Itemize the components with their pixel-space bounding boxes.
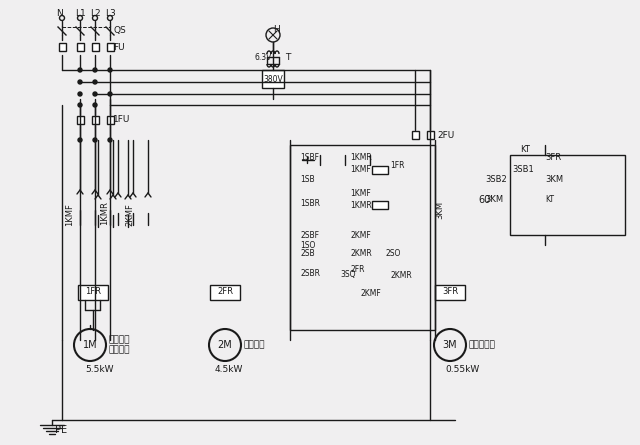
Circle shape bbox=[93, 138, 97, 142]
Text: 1SBF: 1SBF bbox=[300, 153, 319, 162]
Bar bbox=[59, 43, 66, 51]
Text: 3FR: 3FR bbox=[442, 287, 458, 296]
Text: 380V: 380V bbox=[263, 74, 283, 84]
Text: 1M: 1M bbox=[83, 340, 97, 350]
Text: KT: KT bbox=[520, 146, 530, 154]
Text: 反转倒料: 反转倒料 bbox=[108, 345, 129, 355]
Text: L2: L2 bbox=[90, 8, 100, 17]
Bar bbox=[77, 116, 84, 124]
Text: PE: PE bbox=[55, 425, 67, 435]
Text: QS: QS bbox=[113, 25, 125, 35]
Text: 2SBF: 2SBF bbox=[300, 231, 319, 239]
Bar bbox=[107, 43, 114, 51]
Circle shape bbox=[93, 68, 97, 72]
Bar bbox=[262, 70, 284, 88]
Text: 正转搅拌: 正转搅拌 bbox=[108, 336, 129, 344]
Text: 3M: 3M bbox=[443, 340, 458, 350]
Text: 2M: 2M bbox=[218, 340, 232, 350]
Text: 2SBR: 2SBR bbox=[300, 268, 320, 278]
Text: 4.5kW: 4.5kW bbox=[215, 365, 243, 375]
Text: 1KMF: 1KMF bbox=[350, 189, 371, 198]
Bar bbox=[372, 166, 388, 174]
Text: L1: L1 bbox=[75, 8, 85, 17]
Text: 进料升降: 进料升降 bbox=[243, 340, 264, 349]
Bar bbox=[412, 131, 419, 139]
Bar bbox=[210, 285, 240, 300]
Circle shape bbox=[108, 92, 112, 96]
Text: 1FR: 1FR bbox=[390, 161, 404, 170]
Text: 1FU: 1FU bbox=[113, 116, 131, 125]
Text: 1KMF: 1KMF bbox=[350, 166, 371, 174]
Text: 60': 60' bbox=[478, 195, 493, 205]
Text: L3: L3 bbox=[104, 8, 115, 17]
Text: 1SBR: 1SBR bbox=[300, 198, 320, 207]
Text: N: N bbox=[56, 8, 62, 17]
Circle shape bbox=[108, 138, 112, 142]
Text: 3KM: 3KM bbox=[485, 195, 503, 205]
Text: 3SQ: 3SQ bbox=[340, 271, 355, 279]
Text: 3KM: 3KM bbox=[435, 201, 444, 219]
Circle shape bbox=[78, 80, 82, 84]
Text: 2SO: 2SO bbox=[385, 248, 401, 258]
Bar bbox=[435, 285, 465, 300]
Text: 1KMR: 1KMR bbox=[350, 201, 372, 210]
Text: 3FR: 3FR bbox=[545, 153, 561, 162]
Text: H: H bbox=[273, 25, 280, 35]
Text: 2FR: 2FR bbox=[350, 266, 365, 275]
Text: 5.5kW: 5.5kW bbox=[85, 365, 113, 375]
Text: 1KMR: 1KMR bbox=[100, 201, 109, 225]
Circle shape bbox=[78, 103, 82, 107]
Text: 2KMR: 2KMR bbox=[350, 248, 372, 258]
Text: 1FR: 1FR bbox=[85, 287, 101, 296]
Text: T: T bbox=[285, 53, 291, 61]
Text: 6.3V: 6.3V bbox=[254, 53, 272, 61]
Bar bbox=[92, 43, 99, 51]
Bar bbox=[78, 285, 108, 300]
Text: KT: KT bbox=[545, 195, 554, 205]
Text: 1KMR: 1KMR bbox=[350, 153, 372, 162]
Text: 0.55kW: 0.55kW bbox=[445, 365, 479, 375]
Text: 1SB: 1SB bbox=[300, 175, 315, 185]
Text: 3SB1: 3SB1 bbox=[512, 166, 534, 174]
Text: 1KMF: 1KMF bbox=[65, 203, 74, 227]
Bar bbox=[77, 43, 84, 51]
Text: 2KMR: 2KMR bbox=[390, 271, 412, 279]
Circle shape bbox=[93, 80, 97, 84]
Text: 2SB: 2SB bbox=[300, 248, 315, 258]
Bar bbox=[427, 131, 434, 139]
Text: 2KMF: 2KMF bbox=[360, 288, 381, 298]
Bar bbox=[372, 201, 388, 209]
Text: 2FU: 2FU bbox=[437, 130, 454, 139]
Circle shape bbox=[93, 103, 97, 107]
Bar bbox=[92, 116, 99, 124]
Circle shape bbox=[78, 138, 82, 142]
Bar bbox=[290, 145, 435, 330]
Circle shape bbox=[108, 68, 112, 72]
Circle shape bbox=[78, 92, 82, 96]
Circle shape bbox=[93, 92, 97, 96]
Text: 3KM: 3KM bbox=[545, 175, 563, 185]
Text: 2KMF: 2KMF bbox=[350, 231, 371, 239]
Text: 3SB2: 3SB2 bbox=[485, 175, 507, 185]
Circle shape bbox=[78, 68, 82, 72]
Text: 供水抽水泵: 供水抽水泵 bbox=[468, 340, 495, 349]
Bar bbox=[107, 116, 114, 124]
Text: 2KMF: 2KMF bbox=[125, 203, 134, 227]
Text: FU: FU bbox=[113, 43, 125, 52]
Text: 2FR: 2FR bbox=[217, 287, 233, 296]
Bar bbox=[510, 155, 625, 235]
Text: 1SO: 1SO bbox=[300, 240, 316, 250]
